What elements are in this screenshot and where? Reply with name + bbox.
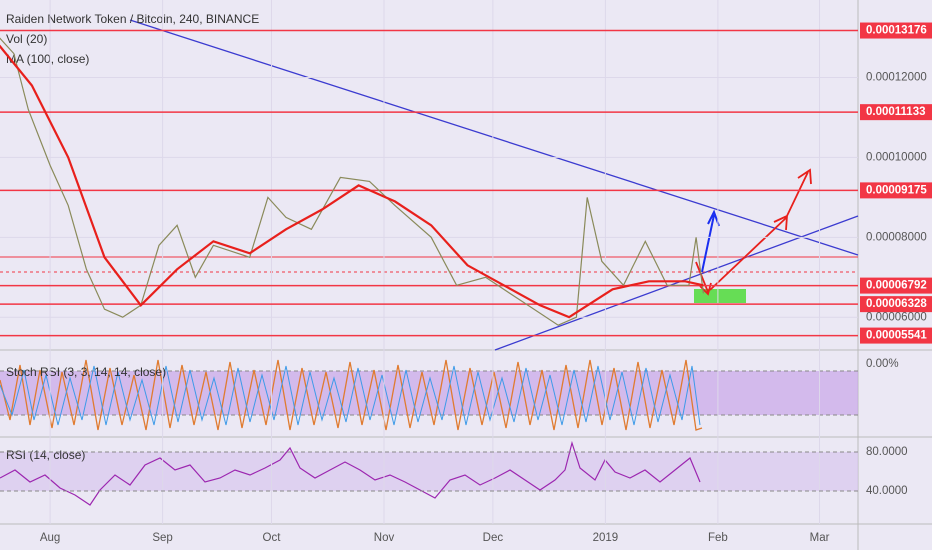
stoch-band <box>0 371 858 415</box>
level-label: 0.00009175 <box>866 184 927 196</box>
level-label-box <box>860 104 932 121</box>
arrow-projection <box>709 168 812 291</box>
x-tick-label: Mar <box>810 532 830 544</box>
level-label: 0.00006792 <box>866 280 927 292</box>
rsi-band <box>0 452 858 491</box>
stoch-label: Stoch RSI (3, 3, 14, 14, close) <box>6 365 166 379</box>
level-label: 0.00011133 <box>866 106 926 118</box>
x-tick-label: 2019 <box>593 532 619 544</box>
y-tick-label: 0.00006000 <box>866 311 927 323</box>
series-line <box>0 37 704 326</box>
rsi-tick-label: 40.0000 <box>866 485 908 497</box>
rsi-label: RSI (14, close) <box>6 448 85 462</box>
level-label-box <box>860 277 932 294</box>
y-tick-label: 0.00010000 <box>866 151 927 163</box>
x-tick-label: Aug <box>40 532 60 544</box>
stoch-tick-label: 0.00% <box>866 358 899 370</box>
trend-line <box>129 19 859 256</box>
trend-line <box>494 215 859 351</box>
volume-label: Vol (20) <box>6 32 47 46</box>
target-box <box>694 289 746 303</box>
ma-label: MA (100, close) <box>6 52 89 66</box>
x-tick-label: Nov <box>374 532 395 544</box>
rsi-tick-label: 80.0000 <box>866 446 908 458</box>
level-label: 0.00005541 <box>866 330 927 342</box>
y-tick-label: 0.00008000 <box>866 231 927 243</box>
level-label-box <box>860 327 932 344</box>
y-tick-label: 0.00012000 <box>866 72 927 84</box>
x-tick-label: Dec <box>483 532 504 544</box>
arrow-up <box>701 209 720 273</box>
level-label-box <box>860 22 932 39</box>
x-tick-label: Sep <box>152 532 172 544</box>
series-line <box>0 44 704 319</box>
level-label-box <box>860 296 932 313</box>
level-label: 0.00013176 <box>866 25 927 37</box>
level-label: 0.00006328 <box>866 298 927 310</box>
x-tick-label: Feb <box>708 532 728 544</box>
x-tick-label: Oct <box>263 532 282 544</box>
chart-title: Raiden Network Token / Bitcoin, 240, BIN… <box>6 12 259 26</box>
level-label-box <box>860 182 932 199</box>
rsi-line <box>0 440 701 506</box>
stoch-d <box>0 365 701 426</box>
stoch-k <box>0 359 703 431</box>
